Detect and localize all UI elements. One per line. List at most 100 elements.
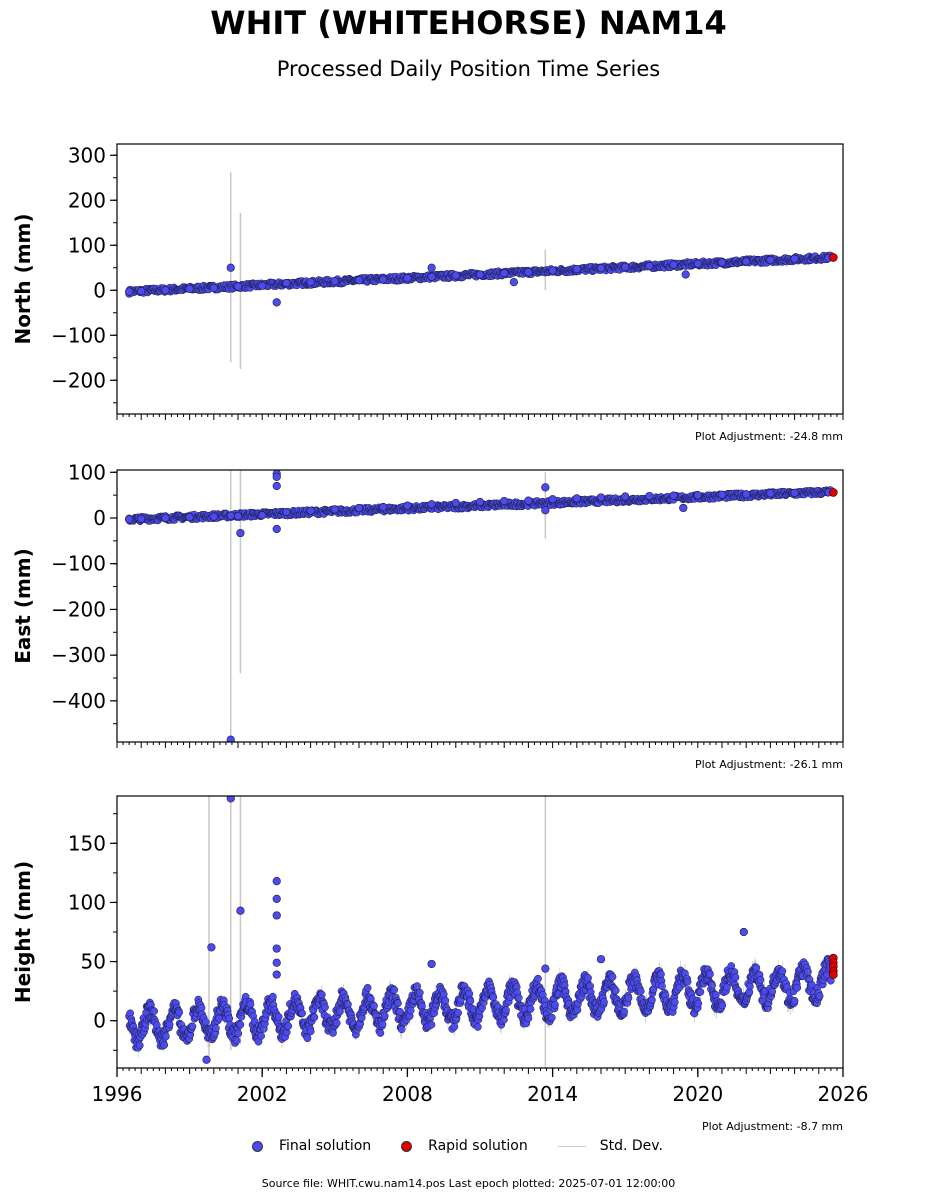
final-solution-point: [226, 796, 235, 803]
final-solution-point: [573, 1006, 582, 1014]
final-solution-point: [274, 1012, 283, 1021]
legend-final-label: Final solution: [279, 1138, 372, 1154]
final-solution-point: [746, 982, 754, 991]
final-solution-point: [160, 1041, 169, 1049]
final-solution-point: [548, 495, 557, 504]
final-solution-point: [608, 972, 617, 981]
final-solution-point: [378, 1020, 387, 1029]
legend-std-marker: [557, 1145, 586, 1147]
final-solution-point: [282, 507, 291, 517]
final-solution-point: [572, 494, 581, 503]
x-tick-label: 2014: [527, 1082, 578, 1106]
final-solution-point: [451, 271, 460, 280]
final-solution-point: [390, 986, 399, 994]
legend-final: Final solution: [252, 1138, 371, 1154]
final-solution-point: [415, 988, 424, 997]
final-solution-point: [226, 511, 235, 520]
legend-final-marker: [252, 1140, 263, 1152]
final-solution-point: [298, 1009, 306, 1018]
final-solution-point: [354, 276, 364, 285]
plot-adjustment-note: Plot Adjustment: -8.7 mm: [702, 1120, 843, 1133]
final-solution-point: [272, 911, 281, 920]
final-solution-point: [681, 270, 690, 279]
plot-area: [125, 796, 838, 1068]
final-solution-point: [197, 1004, 206, 1012]
final-solution-point: [572, 265, 581, 274]
y-axis-label: East (mm): [11, 548, 35, 664]
final-solution-point: [332, 1019, 341, 1027]
final-solution-point: [202, 1055, 211, 1064]
final-solution-point: [175, 1008, 183, 1017]
final-solution-point: [272, 894, 281, 903]
final-solution-point: [584, 974, 592, 982]
y-tick-label: 0: [93, 278, 106, 302]
final-solution-point: [708, 981, 716, 989]
final-solution-point: [330, 277, 339, 286]
final-solution-point: [268, 992, 277, 1001]
final-solution-point: [272, 970, 281, 979]
final-solution-point: [306, 278, 315, 287]
final-solution-point: [403, 274, 412, 283]
final-solution-point: [731, 973, 740, 982]
y-tick-label: 100: [68, 890, 106, 914]
final-solution-point: [489, 993, 498, 1001]
final-solution-point: [547, 1013, 556, 1022]
final-solution-point: [441, 996, 450, 1005]
final-solution-point: [790, 254, 799, 263]
final-solution-point: [272, 944, 281, 953]
final-solution-point: [282, 278, 291, 288]
final-solution-point: [717, 258, 727, 267]
final-solution-point: [376, 1029, 385, 1037]
final-solution-point: [551, 1001, 559, 1009]
final-solution-point: [815, 992, 824, 1000]
final-solution-point: [236, 906, 245, 915]
final-solution-point: [272, 472, 281, 481]
x-tick-label: 2002: [237, 1082, 288, 1106]
final-solution-point: [165, 1020, 174, 1029]
chart-title: WHIT (WHITEHORSE) NAM14: [210, 4, 727, 42]
final-solution-point: [693, 491, 702, 500]
final-solution-point: [766, 256, 775, 265]
y-tick-label: −200: [51, 368, 106, 392]
final-solution-point: [742, 257, 751, 266]
final-solution-point: [427, 959, 436, 969]
final-solution-point: [380, 1012, 389, 1020]
final-solution-point: [427, 1020, 436, 1029]
final-solution-point: [233, 282, 243, 291]
final-solution-point: [185, 284, 194, 294]
y-tick-label: 300: [68, 143, 106, 167]
final-solution-point: [473, 1023, 482, 1031]
final-solution-point: [209, 512, 218, 521]
final-solution-point: [648, 996, 656, 1004]
y-tick-label: −300: [51, 643, 106, 667]
final-solution-point: [232, 1036, 241, 1045]
final-solution-point: [752, 963, 761, 972]
final-solution-point: [624, 994, 633, 1002]
final-solution-point: [693, 259, 702, 268]
final-solution-point: [669, 491, 678, 500]
final-solution-point: [611, 986, 620, 995]
panel-2: −400 −300 −200 −100 0 100 East (mm) Plot Adjust…: [11, 460, 844, 771]
final-solution-point: [466, 997, 475, 1005]
panel-3: 0 50 100 150 1996 2002 2008 2014 2020 2026 Height …: [11, 795, 868, 1133]
final-solution-point: [272, 481, 281, 491]
y-tick-label: 100: [68, 233, 106, 257]
chart-subtitle: Processed Daily Position Time Series: [276, 57, 661, 81]
final-solution-point: [236, 1020, 245, 1029]
final-solution-point: [718, 1001, 727, 1010]
final-solution-point: [621, 262, 630, 271]
plot-area: [125, 470, 838, 742]
final-solution-point: [370, 1001, 378, 1010]
final-solution-point: [475, 270, 485, 279]
x-tick-label: 2020: [672, 1082, 723, 1106]
final-solution-point: [209, 283, 218, 293]
final-solution-point: [226, 735, 235, 742]
legend-rapid-label: Rapid solution: [428, 1138, 528, 1154]
final-solution-point: [125, 515, 134, 524]
final-solution-point: [804, 967, 812, 976]
final-solution-point: [185, 512, 194, 522]
final-solution-point: [303, 1034, 312, 1043]
rapid-solution-point: [829, 253, 838, 262]
final-solution-point: [306, 506, 315, 515]
final-solution-point: [406, 1006, 415, 1015]
